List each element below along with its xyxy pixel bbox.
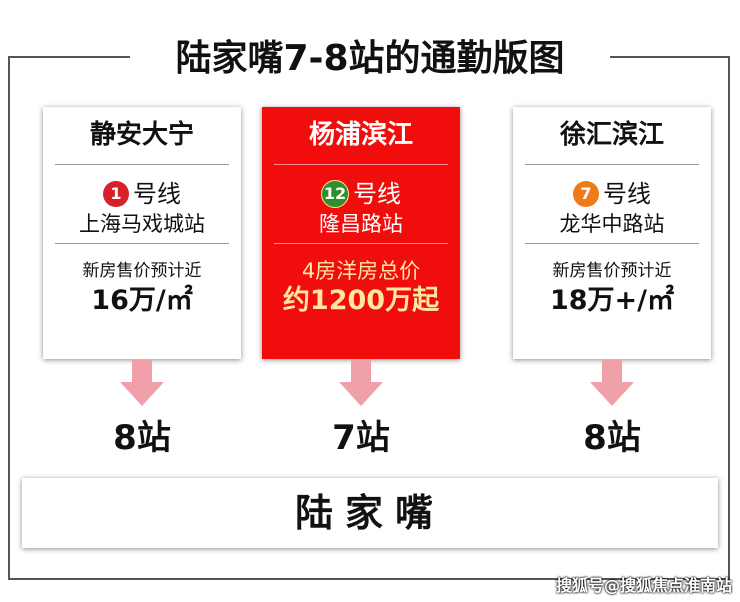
- area-name: 杨浦滨江: [308, 120, 413, 150]
- origin-card: 静安大宁 1 号线 上海马戏城站 新房售价预计近 16万/㎡: [43, 107, 241, 359]
- metro-line: 12 号线: [262, 179, 460, 209]
- price-value: 16万/㎡: [91, 285, 193, 316]
- divider: [274, 243, 448, 244]
- origin-card: 徐汇滨江 7 号线 龙华中路站 新房售价预计近 18万+/㎡: [513, 107, 711, 359]
- line-label: 号线: [603, 180, 651, 208]
- station-name: 隆昌路站: [319, 212, 403, 236]
- divider: [55, 164, 229, 165]
- page-title: 陆家嘴7-8站的通勤版图: [130, 36, 610, 82]
- line-number-badge: 7: [573, 181, 599, 207]
- divider: [274, 164, 448, 165]
- price-note: 新房售价预计近: [82, 261, 202, 281]
- line-label: 号线: [353, 180, 401, 208]
- stop-count: 7站: [332, 418, 390, 458]
- metro-line: 1 号线: [43, 179, 241, 209]
- watermark: 搜狐号@搜狐焦点淮南站: [555, 576, 732, 595]
- line-label: 号线: [133, 180, 181, 208]
- station-name: 上海马戏城站: [79, 212, 205, 236]
- line-number-badge: 12: [321, 180, 349, 208]
- price-value: 约1200万起: [282, 285, 440, 316]
- down-arrow-icon: [120, 360, 164, 406]
- station-name: 龙华中路站: [559, 212, 665, 236]
- price-value: 18万+/㎡: [549, 285, 675, 316]
- metro-line: 7 号线: [513, 179, 711, 209]
- down-arrow-icon: [339, 360, 383, 406]
- destination-box: 陆家嘴: [22, 478, 718, 548]
- area-name: 静安大宁: [89, 120, 194, 150]
- origin-card: 杨浦滨江 12 号线 隆昌路站 4房洋房总价 约1200万起: [262, 107, 460, 359]
- stop-count: 8站: [583, 418, 641, 458]
- area-name: 徐汇滨江: [559, 120, 664, 150]
- price-note: 新房售价预计近: [552, 261, 672, 281]
- divider: [525, 164, 699, 165]
- price-note: 4房洋房总价: [301, 259, 421, 283]
- divider: [55, 243, 229, 244]
- down-arrow-icon: [590, 360, 634, 406]
- stop-count: 8站: [113, 418, 171, 458]
- divider: [525, 243, 699, 244]
- line-number-badge: 1: [103, 181, 129, 207]
